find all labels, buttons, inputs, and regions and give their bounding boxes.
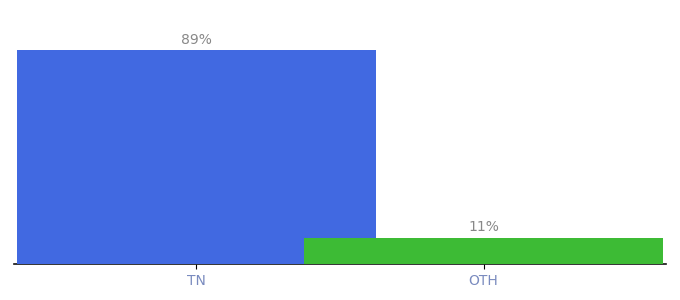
Bar (17, 50, 376, 264)
Text: 11%: 11% (468, 220, 499, 234)
Text: 89%: 89% (181, 33, 212, 47)
Bar (304, 238, 663, 264)
